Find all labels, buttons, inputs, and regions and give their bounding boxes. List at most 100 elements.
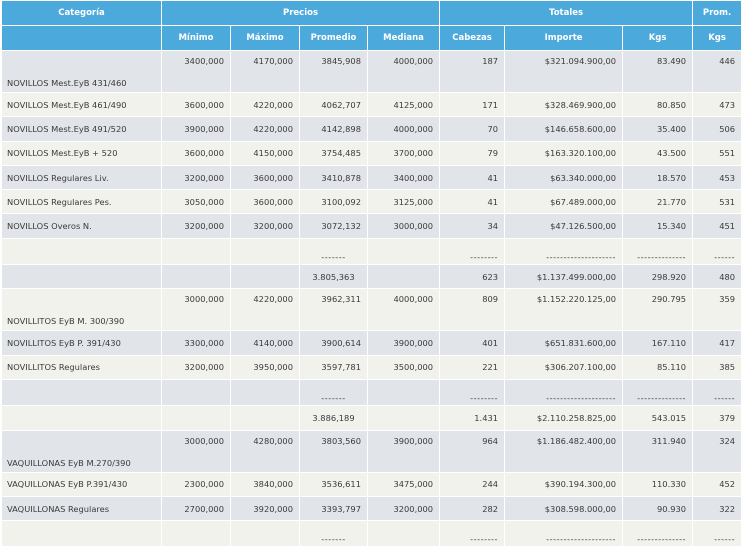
header-column-row: Mínimo Máximo Promedio Mediana Cabezas I… [1,25,742,51]
separator-prom-kgs: ------ [692,520,742,547]
header-precios: Precios [160,0,441,26]
cell-importe: $306.207.100,00 [504,354,624,380]
cell-maximo: 4170,000 [230,50,300,93]
cell-mediana: 4000,000 [366,288,441,332]
cell-importe: $63.340.000,00 [504,164,624,191]
cell-importe: $308.598.000,00 [504,495,624,522]
header-importe[interactable]: Importe [504,25,624,51]
cell-promedio: 3597,781 [299,354,368,380]
cell-cabezas: 401 [439,330,506,356]
separator-row: ------- -------- -------------------- --… [1,378,742,407]
cell-promedio: 3962,311 [299,288,368,332]
cell-minimo: 3050,000 [161,189,231,215]
cell-cabezas: 70 [439,116,506,142]
header-maximo[interactable]: Máximo [230,25,300,51]
separator-row: ------- -------- -------------------- --… [1,237,742,266]
cell-minimo: 3900,000 [161,116,231,142]
cell-mediana: 3900,000 [366,330,441,356]
cell-prom-kgs: 451 [692,213,742,239]
cell-kgs: 21.770 [622,189,694,215]
cell-minimo: 3400,000 [161,50,231,93]
table-row: VAQUILLONAS EyB M.270/390 3000,000 4280,… [1,429,742,473]
cell-maximo: 4150,000 [230,140,300,166]
cell-maximo: 3920,000 [230,495,300,522]
separator-cabezas: -------- [439,378,506,407]
header-categoria[interactable]: Categoría [1,0,162,26]
header-blank [1,25,162,51]
cell-promedio: 4142,898 [299,116,368,142]
subtotal-promedio: 3.805,363 [299,264,368,290]
cell-categoria: NOVILLOS Regulares Pes. [1,189,162,215]
cell-maximo: 3600,000 [230,164,300,191]
header-promedio[interactable]: Promedio [299,25,368,51]
table-row: NOVILLOS Overos N. 3200,000 3200,000 307… [1,213,742,239]
cell-kgs: 15.340 [622,213,694,239]
cell-promedio: 3845,908 [299,50,368,93]
cell-kgs: 35.400 [622,116,694,142]
cell-promedio: 3900,614 [299,330,368,356]
separator-cabezas: -------- [439,520,506,547]
header-prom-kgs[interactable]: Kgs [692,25,742,51]
cell-maximo: 4280,000 [230,429,300,473]
cell-categoria: VAQUILLONAS Regulares [1,495,162,522]
header-prom: Prom. [692,0,742,26]
separator-cabezas: -------- [439,237,506,266]
cell-promedio: 3803,560 [299,429,368,473]
cell-promedio: 3100,092 [299,189,368,215]
cell-minimo: 2300,000 [161,471,231,497]
cell-prom-kgs: 506 [692,116,742,142]
separator-promedio: ------- [299,378,368,407]
header-minimo[interactable]: Mínimo [161,25,231,51]
subtotal-cabezas: 623 [439,264,506,290]
cell-kgs: 290.795 [622,288,694,332]
cell-minimo: 3200,000 [161,354,231,380]
cell-categoria: NOVILLOS Mest.EyB + 520 [1,140,162,166]
cell-maximo: 4220,000 [230,116,300,142]
cell-minimo: 3200,000 [161,213,231,239]
cell-kgs: 43.500 [622,140,694,166]
cell-maximo: 4140,000 [230,330,300,356]
cell-promedio: 3536,611 [299,471,368,497]
cell-prom-kgs: 417 [692,330,742,356]
cell-cabezas: 244 [439,471,506,497]
cell-kgs: 83.490 [622,50,694,93]
cell-mediana: 3125,000 [366,189,441,215]
cell-maximo: 3200,000 [230,213,300,239]
table-row: NOVILLOS Regulares Liv. 3200,000 3600,00… [1,164,742,191]
cell-importe: $651.831.600,00 [504,330,624,356]
cell-prom-kgs: 531 [692,189,742,215]
cell-importe: $321.094.900,00 [504,50,624,93]
subtotal-importe: $2.110.258.825,00 [504,405,624,431]
cell-maximo: 4220,000 [230,288,300,332]
cell-promedio: 3393,797 [299,495,368,522]
cell-importe: $163.320.100,00 [504,140,624,166]
cell-kgs: 18.570 [622,164,694,191]
cell-mediana: 3900,000 [366,429,441,473]
cell-categoria: NOVILLITOS EyB P. 391/430 [1,330,162,356]
cell-minimo: 3600,000 [161,140,231,166]
cell-prom-kgs: 385 [692,354,742,380]
cell-mediana: 3700,000 [366,140,441,166]
cell-prom-kgs: 551 [692,140,742,166]
cell-maximo: 3840,000 [230,471,300,497]
cell-kgs: 167.110 [622,330,694,356]
cell-categoria: NOVILLOS Mest.EyB 461/490 [1,91,162,118]
subtotal-row: 3.886,189 1.431 $2.110.258.825,00 543.01… [1,405,742,431]
cell-minimo: 3200,000 [161,164,231,191]
cell-cabezas: 282 [439,495,506,522]
cell-mediana: 4000,000 [366,50,441,93]
cell-categoria: NOVILLOS Regulares Liv. [1,164,162,191]
cell-cabezas: 221 [439,354,506,380]
header-kgs[interactable]: Kgs [622,25,694,51]
cell-categoria: NOVILLOS Mest.EyB 431/460 [1,50,162,93]
cell-promedio: 3754,485 [299,140,368,166]
cell-categoria: VAQUILLONAS EyB M.270/390 [1,429,162,473]
cell-minimo: 3000,000 [161,429,231,473]
cell-promedio: 3410,878 [299,164,368,191]
header-mediana[interactable]: Mediana [366,25,441,51]
header-cabezas[interactable]: Cabezas [439,25,506,51]
separator-importe: -------------------- [504,520,624,547]
cell-minimo: 2700,000 [161,495,231,522]
separator-prom-kgs: ------ [692,378,742,407]
